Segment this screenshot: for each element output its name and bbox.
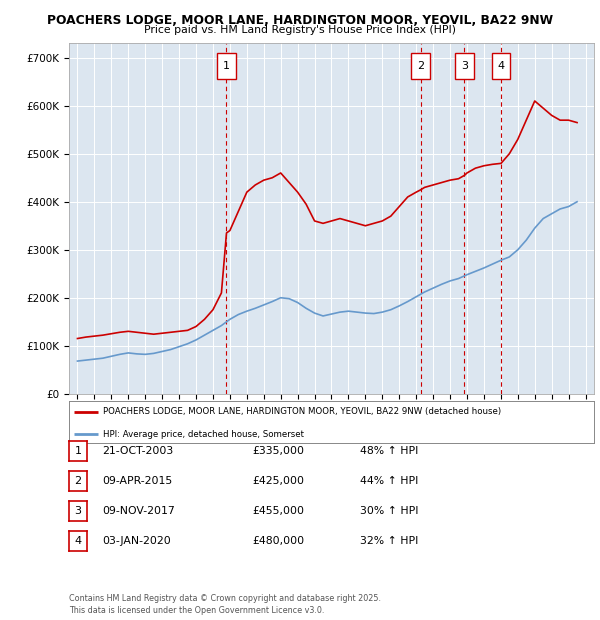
Text: 4: 4 <box>74 536 82 546</box>
Text: HPI: Average price, detached house, Somerset: HPI: Average price, detached house, Some… <box>103 430 304 438</box>
FancyBboxPatch shape <box>412 53 430 79</box>
Text: Contains HM Land Registry data © Crown copyright and database right 2025.
This d: Contains HM Land Registry data © Crown c… <box>69 594 381 615</box>
Text: 09-NOV-2017: 09-NOV-2017 <box>102 506 175 516</box>
Text: 1: 1 <box>74 446 82 456</box>
Text: POACHERS LODGE, MOOR LANE, HARDINGTON MOOR, YEOVIL, BA22 9NW: POACHERS LODGE, MOOR LANE, HARDINGTON MO… <box>47 14 553 27</box>
Text: POACHERS LODGE, MOOR LANE, HARDINGTON MOOR, YEOVIL, BA22 9NW (detached house): POACHERS LODGE, MOOR LANE, HARDINGTON MO… <box>103 407 501 416</box>
Text: 21-OCT-2003: 21-OCT-2003 <box>102 446 173 456</box>
Text: 4: 4 <box>497 61 505 71</box>
Text: 1: 1 <box>223 61 230 71</box>
Text: 2: 2 <box>74 476 82 486</box>
Text: 44% ↑ HPI: 44% ↑ HPI <box>360 476 418 486</box>
Text: £335,000: £335,000 <box>252 446 304 456</box>
Text: 32% ↑ HPI: 32% ↑ HPI <box>360 536 418 546</box>
Text: 3: 3 <box>461 61 468 71</box>
Text: £425,000: £425,000 <box>252 476 304 486</box>
Text: 48% ↑ HPI: 48% ↑ HPI <box>360 446 418 456</box>
Text: 03-JAN-2020: 03-JAN-2020 <box>102 536 171 546</box>
Text: Price paid vs. HM Land Registry's House Price Index (HPI): Price paid vs. HM Land Registry's House … <box>144 25 456 35</box>
Text: £455,000: £455,000 <box>252 506 304 516</box>
Text: 3: 3 <box>74 506 82 516</box>
Text: £480,000: £480,000 <box>252 536 304 546</box>
Text: 2: 2 <box>417 61 424 71</box>
Text: 09-APR-2015: 09-APR-2015 <box>102 476 172 486</box>
Text: 30% ↑ HPI: 30% ↑ HPI <box>360 506 419 516</box>
FancyBboxPatch shape <box>217 53 236 79</box>
FancyBboxPatch shape <box>492 53 511 79</box>
FancyBboxPatch shape <box>455 53 474 79</box>
